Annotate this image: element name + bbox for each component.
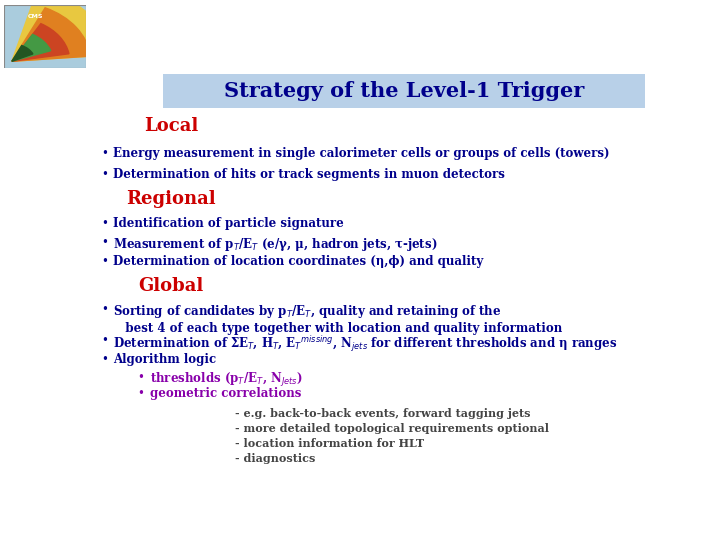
Text: •: • <box>101 147 108 160</box>
Text: Energy measurement in single calorimeter cells or groups of cells (towers): Energy measurement in single calorimeter… <box>114 147 610 160</box>
Text: - e.g. back-to-back events, forward tagging jets: - e.g. back-to-back events, forward tagg… <box>235 408 531 419</box>
Text: Sorting of candidates by p$_T$/E$_T$, quality and retaining of the
   best 4 of : Sorting of candidates by p$_T$/E$_T$, qu… <box>114 303 563 335</box>
Text: Global: Global <box>138 277 204 295</box>
Text: •: • <box>101 168 108 181</box>
Text: thresholds (p$_T$/E$_T$, N$_{Jets}$): thresholds (p$_T$/E$_T$, N$_{Jets}$) <box>150 371 302 389</box>
Text: •: • <box>101 236 108 249</box>
Text: Algorithm logic: Algorithm logic <box>114 353 217 366</box>
Text: Measurement of p$_T$/E$_T$ (e/γ, μ, hadron jets, τ-jets): Measurement of p$_T$/E$_T$ (e/γ, μ, hadr… <box>114 236 438 253</box>
Text: •: • <box>101 217 108 230</box>
Polygon shape <box>4 5 86 68</box>
Text: CMS: CMS <box>27 14 42 19</box>
Wedge shape <box>12 24 69 62</box>
Text: •: • <box>138 371 144 384</box>
Text: Determination of hits or track segments in muon detectors: Determination of hits or track segments … <box>114 168 505 181</box>
FancyBboxPatch shape <box>163 75 645 109</box>
Text: Determination of location coordinates (η,ϕ) and quality: Determination of location coordinates (η… <box>114 255 484 268</box>
Wedge shape <box>12 8 90 62</box>
Text: •: • <box>138 388 144 401</box>
Text: •: • <box>101 303 108 316</box>
Text: •: • <box>101 255 108 268</box>
Text: geometric correlations: geometric correlations <box>150 388 301 401</box>
Wedge shape <box>12 35 51 62</box>
Text: Regional: Regional <box>126 190 216 208</box>
Text: •: • <box>101 353 108 366</box>
Text: - diagnostics: - diagnostics <box>235 453 315 464</box>
Text: Local: Local <box>144 117 198 135</box>
Text: - location information for HLT: - location information for HLT <box>235 438 424 449</box>
Wedge shape <box>12 0 111 62</box>
Text: Identification of particle signature: Identification of particle signature <box>114 217 344 230</box>
Wedge shape <box>12 45 33 62</box>
Text: - more detailed topological requirements optional: - more detailed topological requirements… <box>235 423 549 434</box>
Text: Strategy of the Level-1 Trigger: Strategy of the Level-1 Trigger <box>224 82 584 102</box>
Text: Determination of ΣE$_T$, H$_T$, E$_T$$^{missing}$, N$_{jets}$ for different thre: Determination of ΣE$_T$, H$_T$, E$_T$$^{… <box>114 334 618 354</box>
Text: •: • <box>101 334 108 347</box>
